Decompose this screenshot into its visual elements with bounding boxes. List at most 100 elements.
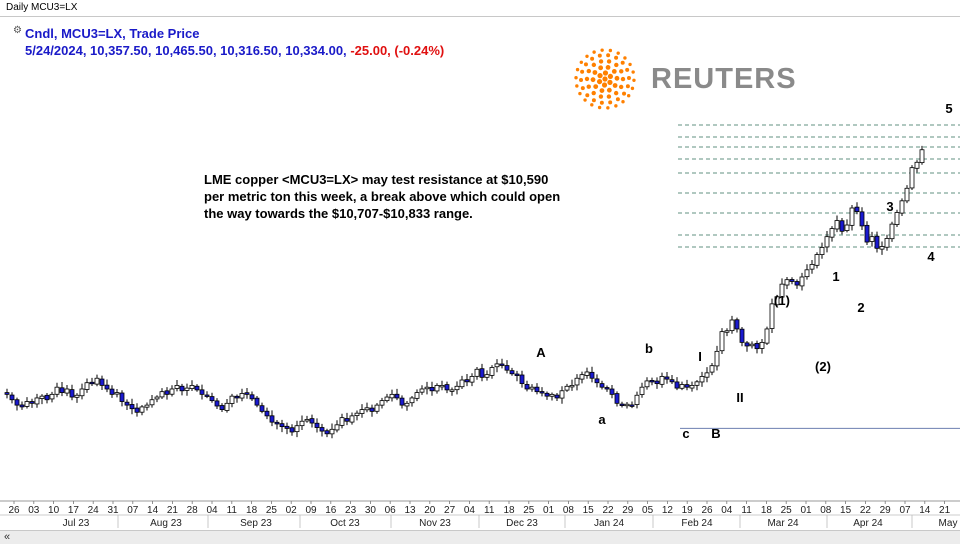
logo-dot xyxy=(611,69,617,74)
candle-up xyxy=(139,406,145,413)
candle-up xyxy=(329,428,335,435)
logo-dot xyxy=(606,53,611,58)
candle-up xyxy=(449,389,455,392)
x-tick-label: 03 xyxy=(28,505,40,516)
horizontal-scrollbar[interactable]: « xyxy=(0,530,960,544)
candle-up xyxy=(694,381,700,386)
candle-up xyxy=(909,167,915,189)
x-tick-label: 02 xyxy=(286,505,298,516)
logo-dot xyxy=(597,73,603,79)
logo-dot xyxy=(606,106,610,110)
candle-down xyxy=(534,386,540,393)
candle-up xyxy=(624,403,630,407)
x-tick-label: 29 xyxy=(880,505,892,516)
candle-up xyxy=(899,200,905,214)
candle-up xyxy=(459,379,465,388)
annotation-line-1: LME copper <MCU3=LX> may test resistance… xyxy=(204,172,549,187)
x-tick-label: 18 xyxy=(246,505,258,516)
wave-label: 4 xyxy=(927,249,935,264)
candle-down xyxy=(59,387,65,393)
logo-dot xyxy=(584,76,590,82)
candle-down xyxy=(599,383,605,388)
candle-up xyxy=(904,187,910,202)
candle-down xyxy=(444,384,450,391)
candle-up xyxy=(644,380,650,388)
candle-up xyxy=(114,392,120,395)
candle-down xyxy=(274,421,280,425)
candle-up xyxy=(354,412,360,416)
candle-down xyxy=(264,410,270,417)
x-tick-label: 04 xyxy=(721,505,733,516)
candle-down xyxy=(324,430,330,435)
logo-dot xyxy=(631,70,635,74)
x-tick-label: 25 xyxy=(781,505,793,516)
candle-up xyxy=(294,425,300,433)
reuters-wordmark: REUTERS xyxy=(651,63,797,95)
candle-down xyxy=(269,415,275,423)
candle-down xyxy=(9,394,15,401)
candles xyxy=(4,145,925,439)
candle-down xyxy=(789,279,795,282)
candle-up xyxy=(184,387,190,391)
logo-dot xyxy=(597,105,602,110)
wave-label: 3 xyxy=(886,199,893,214)
candle-down xyxy=(544,392,550,397)
candle-up xyxy=(24,401,30,407)
logo-dot xyxy=(614,104,618,108)
month-label: Dec 23 xyxy=(506,518,538,529)
logo-dot xyxy=(623,56,627,60)
settings-icon[interactable]: ⚙ xyxy=(13,25,22,36)
logo-dot xyxy=(606,59,612,64)
candle-up xyxy=(729,319,735,332)
x-tick-label: 05 xyxy=(642,505,654,516)
logo-dot xyxy=(614,75,620,81)
month-label: Jan 24 xyxy=(594,518,624,529)
logo-dot xyxy=(628,62,632,67)
candle-up xyxy=(414,392,420,399)
scroll-left-icon[interactable]: « xyxy=(4,531,11,543)
candle-up xyxy=(299,420,305,427)
candle-up xyxy=(714,350,720,367)
candle-up xyxy=(814,254,820,266)
candle-down xyxy=(179,385,185,392)
logo-dot xyxy=(599,88,605,94)
candle-down xyxy=(654,380,660,385)
x-tick-label: 17 xyxy=(68,505,80,516)
candle-down xyxy=(244,392,250,395)
candle-up xyxy=(339,417,345,426)
legend-ohlc: 5/24/2024, 10,357.50, 10,465.50, 10,316.… xyxy=(25,43,444,58)
candle-down xyxy=(14,399,20,406)
wave-label: (1) xyxy=(774,293,790,308)
candle-down xyxy=(194,385,200,391)
candle-down xyxy=(604,387,610,390)
candle-up xyxy=(804,269,810,278)
candle-down xyxy=(69,389,75,398)
logo-dot xyxy=(592,70,598,75)
candle-down xyxy=(519,374,525,385)
candle-down xyxy=(429,387,435,392)
candle-down xyxy=(669,379,675,383)
wave-label: 1 xyxy=(832,269,839,284)
candle-up xyxy=(424,386,430,390)
logo-dot xyxy=(591,90,596,96)
logo-dot xyxy=(630,86,635,91)
logo-dot xyxy=(599,100,604,105)
wave-label: b xyxy=(645,341,653,356)
candle-up xyxy=(224,402,230,411)
candle-up xyxy=(34,397,40,405)
candle-up xyxy=(574,377,580,386)
x-tick-label: 18 xyxy=(761,505,773,516)
logo-dot xyxy=(626,94,631,98)
x-tick-label: 08 xyxy=(563,505,575,516)
candle-up xyxy=(159,391,165,398)
logo-dot xyxy=(606,87,612,93)
x-tick-label: 11 xyxy=(227,505,238,516)
candle-up xyxy=(379,400,385,406)
candle-up xyxy=(489,367,495,376)
candle-up xyxy=(769,303,775,329)
candle-down xyxy=(284,425,290,429)
x-tick-label: 06 xyxy=(385,505,397,516)
logo-dot xyxy=(608,100,613,105)
candle-down xyxy=(864,224,870,243)
